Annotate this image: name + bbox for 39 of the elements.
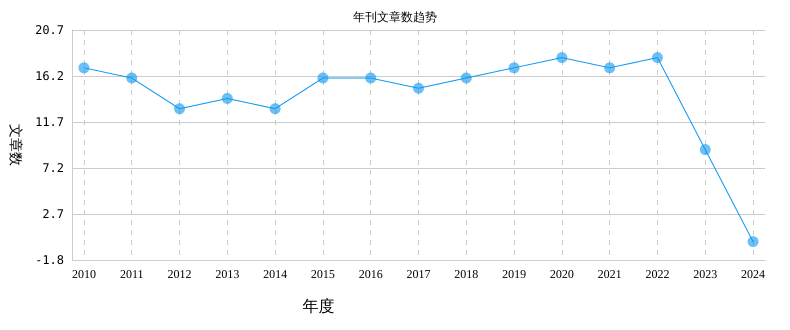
y-tick-label: 2.7 — [42, 207, 64, 221]
y-tick-label: 16.2 — [35, 69, 64, 83]
y-tick-label: 7.2 — [42, 161, 64, 175]
point — [508, 62, 520, 74]
x-tick-label: 2022 — [645, 267, 670, 281]
point — [365, 72, 376, 84]
x-tick-label: 2023 — [693, 267, 718, 281]
x-tick-label: 2014 — [263, 267, 288, 281]
x-tick-label: 2011 — [120, 267, 144, 281]
x-tick-label: 2010 — [72, 267, 96, 281]
x-axis-title: 年度 — [302, 296, 334, 316]
x-tick-label: 2021 — [598, 267, 622, 281]
x-tick-label: 2015 — [310, 267, 335, 281]
x-tick-label: 2012 — [168, 267, 192, 281]
y-tick-label: 20.7 — [35, 23, 64, 37]
x-tick-label: 2020 — [550, 267, 574, 281]
point — [460, 72, 472, 84]
point — [556, 52, 568, 64]
point — [78, 62, 90, 74]
point — [222, 92, 233, 104]
point — [604, 62, 616, 74]
point — [126, 72, 138, 84]
point — [270, 103, 281, 114]
point — [652, 52, 663, 64]
x-tick-label: 2019 — [502, 267, 526, 281]
y-tick-label: 11.7 — [35, 115, 64, 129]
point — [700, 144, 711, 156]
point — [317, 72, 328, 84]
x-tick-label: 2018 — [454, 267, 478, 281]
point — [413, 82, 424, 94]
y-tick-label: -1.8 — [35, 253, 64, 267]
point — [174, 103, 186, 114]
x-tick-label: 2016 — [358, 267, 383, 281]
point — [748, 236, 759, 248]
y-axis-title: 文章数 — [7, 124, 23, 166]
x-tick-label: 2017 — [406, 267, 430, 281]
chart-title: 年刊文章数趋势 — [353, 10, 437, 24]
x-tick-label: 2013 — [215, 267, 240, 281]
x-tick-label: 2024 — [741, 267, 766, 281]
